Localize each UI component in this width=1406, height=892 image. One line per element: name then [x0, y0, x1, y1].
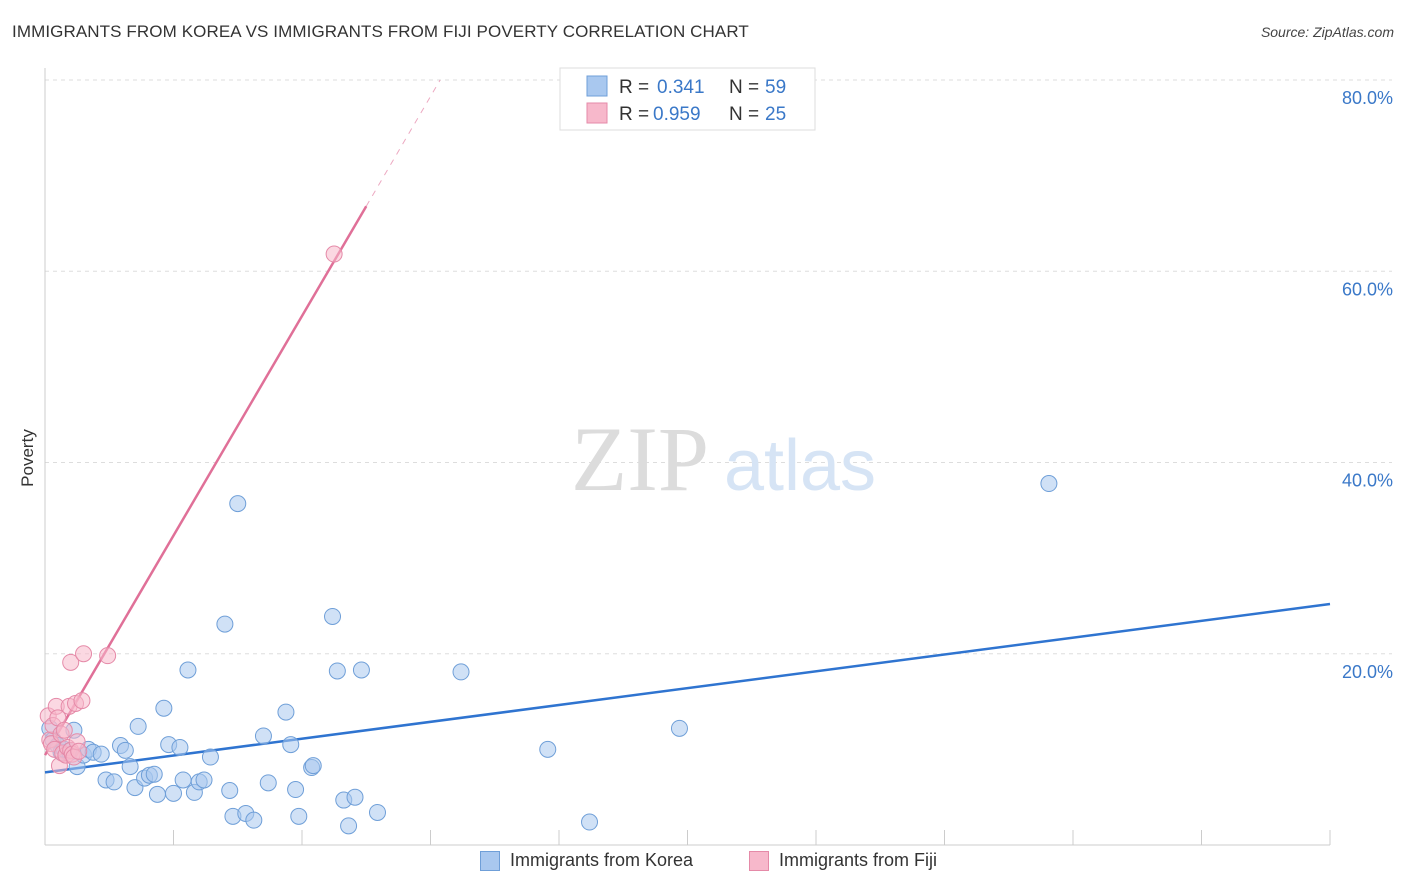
point-korea-18 — [129, 717, 147, 735]
point-korea-50 — [340, 817, 358, 835]
point-korea-52 — [352, 661, 370, 679]
point-korea-34 — [221, 781, 239, 799]
y-tick-label-0: 20.0% — [1342, 662, 1393, 682]
point-fiji-20 — [73, 692, 91, 710]
point-korea-11 — [92, 745, 110, 763]
y-tick-label-1: 40.0% — [1342, 471, 1393, 491]
point-korea-32 — [201, 748, 219, 766]
watermark-atlas: atlas — [724, 426, 876, 506]
point-korea-21 — [145, 765, 163, 783]
y-tick-label-3: 80.0% — [1342, 88, 1393, 108]
stats-r-label-korea: R = — [619, 77, 649, 98]
point-korea-28 — [179, 661, 197, 679]
point-korea-39 — [254, 727, 272, 745]
legend-swatch-fiji — [749, 850, 769, 871]
point-korea-47 — [324, 607, 342, 625]
point-korea-54 — [452, 663, 470, 681]
trendline-korea — [44, 602, 1331, 774]
point-korea-51 — [346, 788, 364, 806]
chart-title: IMMIGRANTS FROM KOREA VS IMMIGRANTS FROM… — [12, 22, 749, 41]
stats-r-label-fiji: R = — [619, 104, 649, 125]
point-korea-43 — [287, 781, 305, 799]
source-label: Source: ZipAtlas.com — [1260, 24, 1394, 40]
trendlines — [43, 79, 1331, 774]
point-fiji-24 — [325, 245, 343, 263]
point-korea-16 — [121, 758, 139, 776]
stats-legend: R = 0.341 N = 59 R = 0.959 N = 25 — [559, 67, 816, 131]
legend-label-fiji: Immigrants from Fiji — [779, 850, 938, 870]
point-korea-15 — [116, 741, 134, 759]
y-axis-label: Poverty — [18, 429, 37, 487]
point-korea-57 — [670, 719, 688, 737]
bottom-legend: Immigrants from Korea Immigrants from Fi… — [0, 850, 1406, 880]
legend-label-korea: Immigrants from Korea — [510, 850, 694, 870]
point-korea-41 — [277, 703, 295, 721]
watermark-zip: ZIP — [571, 408, 709, 510]
legend-swatch-korea — [480, 850, 500, 871]
grid — [45, 79, 1392, 655]
point-korea-40 — [259, 774, 277, 792]
stats-n-label-fiji: N = — [729, 104, 759, 125]
point-korea-42 — [282, 736, 300, 754]
chart-canvas: ZIP atlas 20.0%40.0%60.0%80.0%0.0%80.0% … — [18, 67, 1393, 846]
point-korea-22 — [148, 785, 166, 803]
stats-n-value-fiji: 25 — [765, 104, 786, 125]
point-korea-23 — [155, 699, 173, 717]
stats-r-value-korea: 0.341 — [657, 77, 705, 98]
point-korea-58 — [1040, 475, 1058, 493]
stats-r-value-fiji: 0.959 — [653, 104, 701, 125]
point-korea-44 — [290, 807, 308, 825]
trendline-fiji — [43, 205, 368, 756]
stats-swatch-korea — [586, 75, 608, 97]
trendline-fiji-extension — [365, 79, 441, 207]
point-korea-46 — [304, 757, 322, 775]
point-korea-38 — [245, 811, 263, 829]
point-korea-33 — [216, 615, 234, 633]
point-korea-26 — [171, 738, 189, 756]
legend-item-korea[interactable]: Immigrants from Korea — [480, 850, 693, 871]
watermark: ZIP atlas — [571, 408, 876, 510]
point-korea-31 — [195, 771, 213, 789]
point-fiji-21 — [62, 653, 80, 671]
point-korea-36 — [229, 495, 247, 513]
stats-swatch-fiji — [586, 102, 608, 124]
point-korea-25 — [165, 784, 182, 802]
legend-item-fiji[interactable]: Immigrants from Fiji — [749, 850, 937, 871]
point-fiji-22 — [75, 645, 93, 663]
point-korea-13 — [105, 773, 123, 791]
stats-n-value-korea: 59 — [765, 77, 786, 98]
stats-n-label-korea: N = — [729, 77, 759, 98]
y-tick-label-2: 60.0% — [1342, 279, 1393, 299]
point-korea-27 — [174, 771, 192, 789]
point-fiji-19 — [70, 742, 88, 760]
point-fiji-23 — [99, 647, 117, 665]
point-korea-56 — [581, 813, 599, 831]
point-korea-53 — [368, 803, 386, 821]
data-points — [39, 245, 1058, 835]
tick-labels: 20.0%40.0%60.0%80.0%0.0%80.0% — [1342, 88, 1393, 682]
point-fiji-10 — [55, 721, 73, 739]
point-korea-55 — [539, 740, 557, 758]
point-korea-48 — [328, 662, 346, 680]
